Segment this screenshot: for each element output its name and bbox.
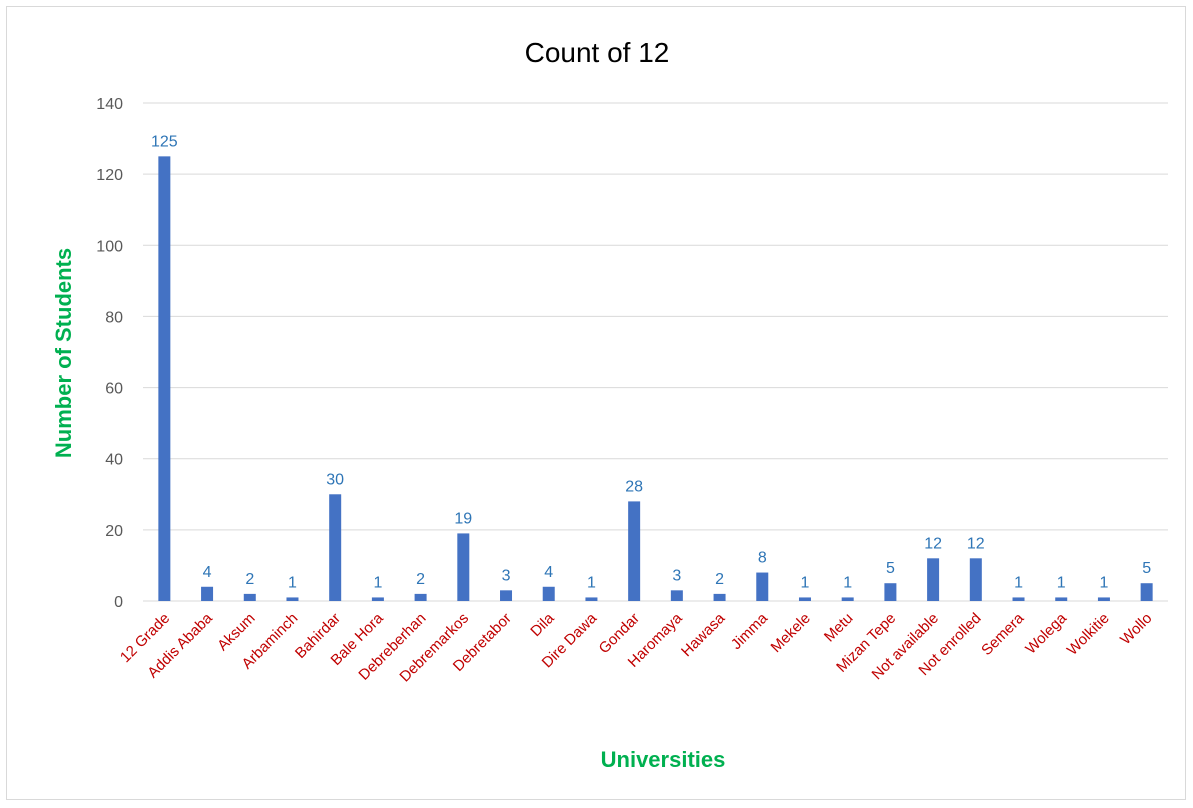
- x-tick-label: Dila: [527, 609, 558, 640]
- bar: [798, 597, 811, 601]
- y-tick-label: 60: [105, 381, 123, 398]
- bar: [713, 593, 726, 601]
- data-label: 3: [502, 567, 511, 584]
- x-tick-label: Wolkitie: [1064, 610, 1113, 659]
- bar: [158, 156, 171, 601]
- bar: [243, 593, 256, 601]
- data-label: 4: [544, 564, 553, 581]
- bar: [371, 597, 384, 601]
- bar: [628, 501, 641, 601]
- y-tick-label: 20: [105, 523, 123, 540]
- y-tick-label: 40: [105, 452, 123, 469]
- bar: [670, 590, 683, 601]
- data-label: 1: [1014, 574, 1023, 591]
- x-tick-label: Semera: [978, 609, 1028, 659]
- data-label: 8: [758, 550, 767, 567]
- bar: [329, 494, 342, 601]
- x-axis-title: Universities: [601, 747, 726, 772]
- y-tick-label: 0: [114, 594, 123, 611]
- chart-frame: [6, 6, 1186, 800]
- y-tick-label: 140: [96, 96, 123, 113]
- x-tick-label: Wollo: [1117, 610, 1155, 648]
- y-axis-title: Number of Students: [51, 248, 76, 458]
- bar: [457, 533, 470, 601]
- gridlines: [143, 102, 1168, 602]
- bar: [969, 558, 982, 601]
- data-label: 2: [245, 571, 254, 588]
- data-label: 3: [672, 567, 681, 584]
- data-label: 19: [454, 510, 472, 527]
- data-label: 12: [967, 535, 985, 552]
- data-label: 2: [416, 571, 425, 588]
- x-tick-label: Jimma: [728, 609, 772, 653]
- bar: [585, 597, 598, 601]
- data-label: 12: [924, 535, 942, 552]
- x-tick-label: Wolega: [1022, 609, 1070, 657]
- data-label: 1: [373, 574, 382, 591]
- data-label: 5: [886, 560, 895, 577]
- y-tick-label: 100: [96, 238, 123, 255]
- chart-title: Count of 12: [525, 37, 670, 68]
- data-label: 1: [843, 574, 852, 591]
- y-axis-ticks: 0 20 40 60 80 100 120 140: [96, 96, 123, 611]
- bar: [927, 558, 940, 601]
- bar: [286, 597, 299, 601]
- data-label: 1: [801, 574, 810, 591]
- y-tick-label: 120: [96, 167, 123, 184]
- bar: [756, 572, 769, 601]
- data-label: 4: [203, 564, 212, 581]
- bar: [414, 593, 427, 601]
- bar: [884, 583, 897, 601]
- y-tick-label: 80: [105, 309, 123, 326]
- bar: [841, 597, 854, 601]
- data-label: 1: [587, 574, 596, 591]
- data-label: 2: [715, 571, 724, 588]
- data-label: 1: [288, 574, 297, 591]
- x-tick-label: Mekele: [768, 610, 814, 656]
- x-tick-label: Metu: [821, 610, 857, 646]
- bar: [1097, 597, 1110, 601]
- bar: [542, 586, 555, 601]
- bars: [158, 156, 1153, 601]
- bar: [201, 586, 214, 601]
- bar: [1140, 583, 1153, 601]
- bar: [1012, 597, 1025, 601]
- data-label: 28: [625, 478, 643, 495]
- data-label: 30: [326, 471, 344, 488]
- x-tick-label: Hawasa: [678, 609, 729, 660]
- data-label: 125: [151, 133, 178, 150]
- data-label: 1: [1099, 574, 1108, 591]
- data-label: 1: [1057, 574, 1066, 591]
- bar: [1055, 597, 1068, 601]
- bar: [500, 590, 513, 601]
- data-label: 5: [1142, 560, 1151, 577]
